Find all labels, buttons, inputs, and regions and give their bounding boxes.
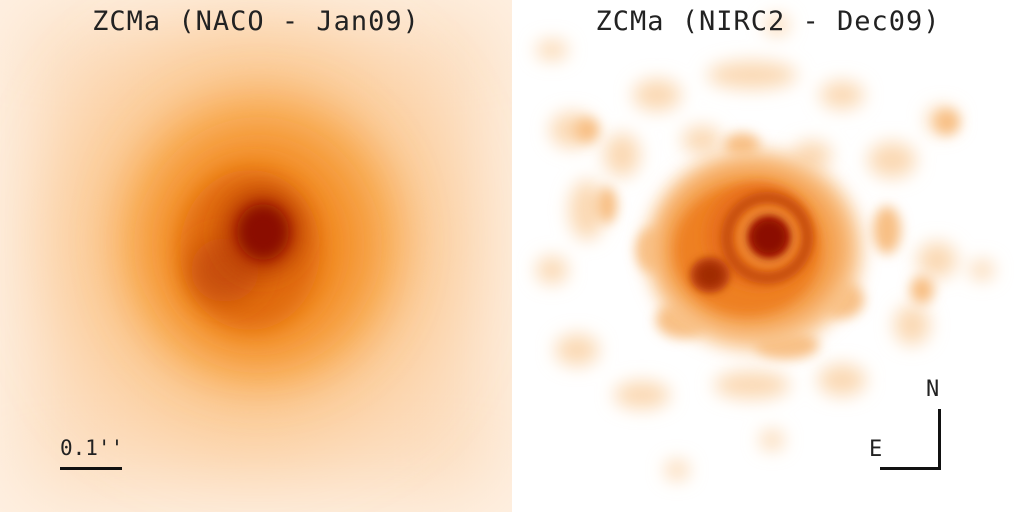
nirc2-panel: ZCMa (NIRC2 - Dec09) N E — [512, 0, 1024, 512]
scale-bar — [60, 467, 122, 470]
naco-panel-title: ZCMa (NACO - Jan09) — [92, 6, 420, 37]
nirc2-image — [512, 0, 1024, 512]
nirc2-panel-title: ZCMa (NIRC2 - Dec09) — [595, 6, 941, 37]
compass-east-label: E — [869, 437, 883, 462]
naco-image — [0, 0, 512, 512]
compass-east-arrow — [880, 467, 941, 470]
compass-north-label: N — [926, 377, 940, 402]
scale-bar-label: 0.1'' — [60, 436, 124, 460]
naco-panel: ZCMa (NACO - Jan09) 0.1'' — [0, 0, 512, 512]
compass-north-arrow — [938, 409, 941, 469]
